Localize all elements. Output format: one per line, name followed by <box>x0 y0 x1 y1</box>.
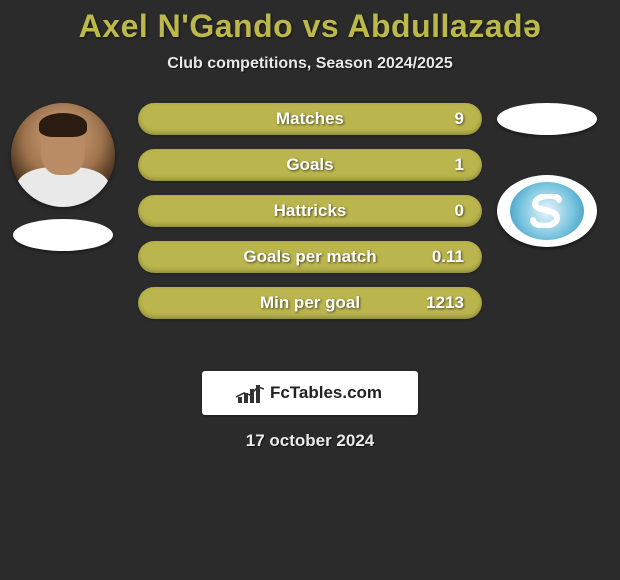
date-text: 17 october 2024 <box>0 431 620 451</box>
branding-text: FcTables.com <box>270 383 382 403</box>
stat-label: Goals per match <box>138 247 482 267</box>
stat-row: Matches 9 <box>138 103 482 135</box>
stat-value-right: 0 <box>455 201 464 221</box>
headline: Axel N'Gando vs Abdullazadə <box>0 8 620 45</box>
stat-label: Matches <box>138 109 482 129</box>
stat-row: Goals per match 0.11 <box>138 241 482 273</box>
player-left-band <box>13 219 113 251</box>
stat-value-right: 1 <box>455 155 464 175</box>
stat-value-right: 1213 <box>426 293 464 313</box>
stat-label: Hattricks <box>138 201 482 221</box>
stat-row: Goals 1 <box>138 149 482 181</box>
stat-rows: Matches 9 Goals 1 Hattricks 0 Goals per … <box>138 103 482 333</box>
stat-row: Hattricks 0 <box>138 195 482 227</box>
player-left-avatar <box>11 103 115 207</box>
comparison-card: Axel N'Gando vs Abdullazadə Club competi… <box>0 0 620 451</box>
subheadline: Club competitions, Season 2024/2025 <box>0 55 620 73</box>
player-right-club-logo <box>497 175 597 247</box>
player-left-column <box>8 103 118 251</box>
bars-chart-icon <box>238 383 264 403</box>
club-logo-s-icon <box>529 194 565 228</box>
stat-value-right: 9 <box>455 109 464 129</box>
stat-label: Goals <box>138 155 482 175</box>
branding-badge[interactable]: FcTables.com <box>202 371 418 415</box>
stat-row: Min per goal 1213 <box>138 287 482 319</box>
main-area: Matches 9 Goals 1 Hattricks 0 Goals per … <box>0 103 620 363</box>
player-right-band <box>497 103 597 135</box>
player-right-column <box>492 103 602 247</box>
stat-value-right: 0.11 <box>432 247 464 267</box>
